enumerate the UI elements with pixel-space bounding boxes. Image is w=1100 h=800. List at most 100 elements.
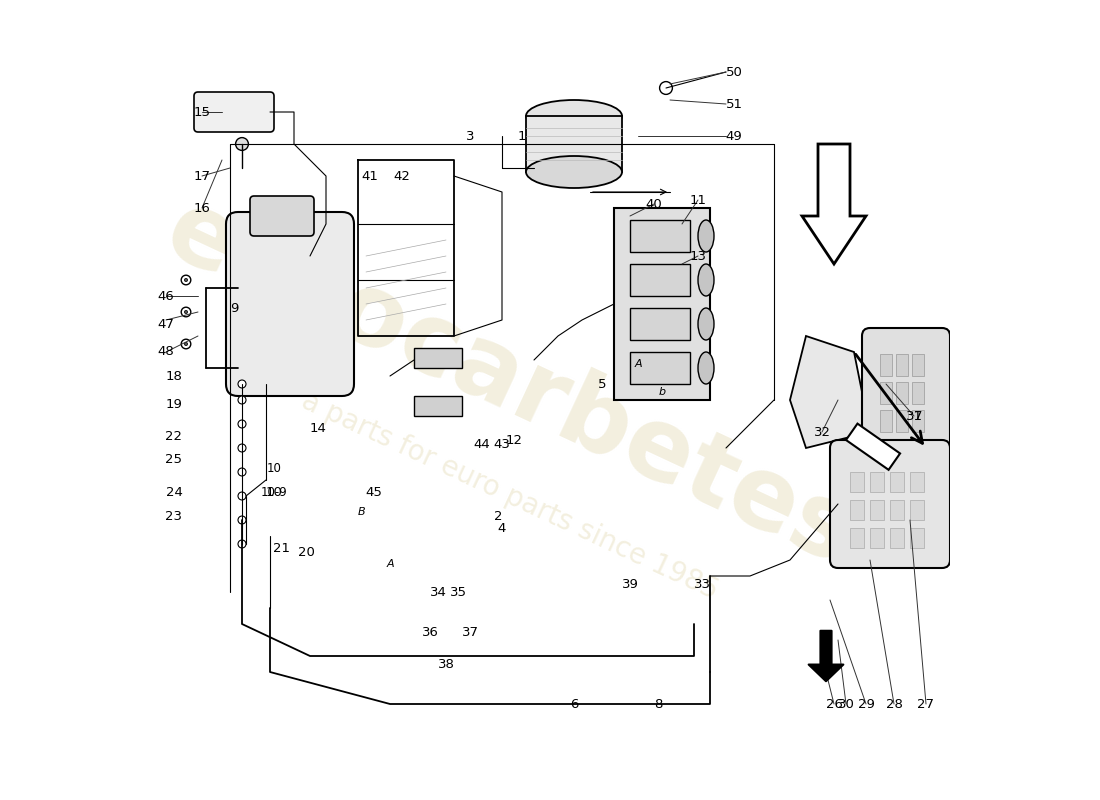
Text: A: A — [386, 559, 394, 569]
Bar — [895, 410, 908, 432]
FancyBboxPatch shape — [250, 196, 314, 236]
Text: 19: 19 — [166, 398, 183, 410]
Text: 43: 43 — [494, 438, 510, 450]
Polygon shape — [790, 336, 870, 448]
FancyBboxPatch shape — [226, 212, 354, 396]
Text: 14: 14 — [309, 422, 327, 434]
Bar — [870, 528, 884, 548]
Text: 51: 51 — [726, 98, 742, 110]
Bar — [890, 500, 904, 520]
Text: 20: 20 — [298, 546, 315, 558]
Text: 3: 3 — [465, 130, 474, 142]
Text: 48: 48 — [157, 346, 175, 358]
FancyBboxPatch shape — [862, 328, 950, 456]
Text: 45: 45 — [365, 486, 383, 498]
Bar — [880, 410, 892, 432]
Text: 40: 40 — [646, 198, 662, 210]
Text: 39: 39 — [621, 578, 638, 590]
Circle shape — [238, 420, 246, 428]
Ellipse shape — [526, 156, 621, 188]
Bar — [630, 352, 690, 384]
Text: 32: 32 — [814, 426, 830, 438]
Circle shape — [238, 492, 246, 500]
Bar — [846, 424, 900, 470]
Bar — [630, 220, 690, 252]
Text: 15: 15 — [194, 106, 210, 118]
Bar — [910, 528, 924, 548]
Bar — [910, 500, 924, 520]
Polygon shape — [802, 144, 866, 264]
Text: 27: 27 — [917, 698, 935, 710]
Text: 11: 11 — [690, 194, 706, 206]
Text: 35: 35 — [450, 586, 466, 598]
Bar — [870, 500, 884, 520]
FancyArrowPatch shape — [808, 630, 844, 682]
Bar — [630, 264, 690, 296]
Text: 29: 29 — [858, 698, 874, 710]
Bar — [912, 410, 924, 432]
Circle shape — [235, 138, 249, 150]
FancyBboxPatch shape — [830, 440, 950, 568]
Bar — [912, 382, 924, 404]
Text: eurocarbetes: eurocarbetes — [151, 182, 869, 586]
Bar — [414, 396, 462, 416]
Text: 42: 42 — [394, 170, 410, 182]
Text: 16: 16 — [194, 202, 210, 214]
Bar — [890, 528, 904, 548]
Ellipse shape — [698, 220, 714, 252]
Text: 12: 12 — [506, 434, 522, 446]
Bar — [895, 382, 908, 404]
Ellipse shape — [526, 100, 621, 132]
Circle shape — [660, 82, 672, 94]
Bar — [880, 382, 892, 404]
Text: 7: 7 — [914, 410, 922, 422]
Bar — [850, 472, 865, 492]
Text: a parts for euro parts since 1985: a parts for euro parts since 1985 — [297, 387, 723, 605]
Text: 10: 10 — [265, 486, 283, 498]
Text: 38: 38 — [438, 658, 454, 670]
Text: A: A — [635, 359, 641, 369]
Circle shape — [238, 396, 246, 404]
Bar — [870, 472, 884, 492]
Text: 49: 49 — [726, 130, 742, 142]
Text: 13: 13 — [690, 250, 706, 262]
Text: 33: 33 — [693, 578, 711, 590]
Text: 28: 28 — [886, 698, 902, 710]
Text: 41: 41 — [362, 170, 378, 182]
Text: 5: 5 — [597, 378, 606, 390]
Text: 47: 47 — [157, 318, 175, 330]
Circle shape — [238, 468, 246, 476]
Text: 24: 24 — [166, 486, 183, 498]
Ellipse shape — [698, 264, 714, 296]
Text: 34: 34 — [430, 586, 447, 598]
Text: 9: 9 — [230, 302, 239, 314]
Circle shape — [185, 342, 188, 346]
Ellipse shape — [698, 308, 714, 340]
Bar — [850, 500, 865, 520]
Circle shape — [238, 516, 246, 524]
Bar — [526, 116, 621, 172]
Text: 36: 36 — [421, 626, 439, 638]
Text: 25: 25 — [165, 454, 183, 466]
Text: 26: 26 — [826, 698, 843, 710]
Circle shape — [185, 278, 188, 282]
Text: 46: 46 — [157, 290, 175, 302]
Circle shape — [182, 339, 190, 349]
Circle shape — [238, 380, 246, 388]
Circle shape — [182, 275, 190, 285]
FancyBboxPatch shape — [194, 92, 274, 132]
Text: 1: 1 — [518, 130, 526, 142]
Text: b: b — [659, 387, 666, 397]
Bar — [880, 354, 892, 376]
Text: 50: 50 — [726, 66, 742, 78]
Circle shape — [182, 307, 190, 317]
Text: B: B — [359, 507, 366, 517]
Text: 10-9: 10-9 — [261, 486, 287, 498]
Text: 31: 31 — [905, 410, 923, 422]
Text: 10: 10 — [266, 462, 282, 474]
Text: 23: 23 — [165, 510, 183, 522]
Bar — [910, 472, 924, 492]
Bar — [614, 208, 710, 400]
Circle shape — [238, 444, 246, 452]
Bar — [630, 308, 690, 340]
